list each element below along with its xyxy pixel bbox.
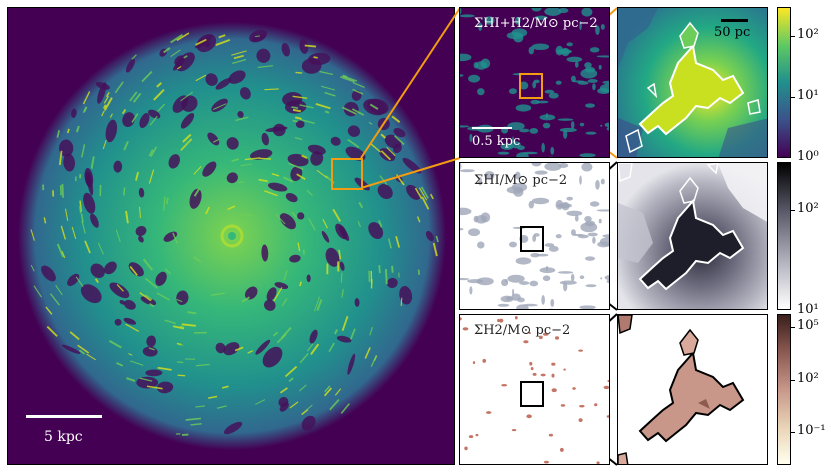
zoom-box-orange: [331, 158, 363, 190]
row3-overview-panel: ΣH2/M⊙ pc−2: [459, 314, 610, 465]
row2-title: ΣHI/M⊙ pc−2: [474, 173, 568, 188]
row2-colorbar: [777, 162, 791, 310]
row3-zoom-panel: [617, 314, 768, 465]
row3-colorbar: [777, 314, 791, 465]
galaxy-main-panel: 5 kpc: [7, 7, 455, 465]
row2-colorbar-tick-1: 10¹: [797, 302, 819, 317]
row3-title: ΣH2/M⊙ pc−2: [474, 323, 571, 338]
row1-title: ΣHI+H2/M⊙ pc−2: [474, 16, 598, 31]
row3-colorbar-tick-0: 10⁵: [797, 318, 819, 333]
main-scale-bar: [26, 415, 102, 418]
row3-contour-main: [638, 350, 745, 443]
galaxy-image: [18, 22, 446, 450]
row1-contour-small: [679, 21, 699, 49]
bubble-holes: [41, 29, 434, 435]
row3-zoom-box: [520, 381, 544, 407]
row1-zoom-box: [519, 73, 543, 99]
filaments: [30, 32, 439, 436]
row3-colorbar-tick-1: 10²: [797, 371, 819, 386]
row1-colorbar-tick-0: 10²: [797, 27, 819, 42]
row2-contour-main: [638, 198, 745, 291]
row2-colorbar-tick-0: 10²: [797, 201, 819, 216]
galaxy-center-ring: [220, 224, 244, 248]
row1-zoom-panel: 50 pc: [617, 7, 768, 158]
row2-zoom-box: [520, 226, 544, 252]
row2-zoom-panel: [617, 162, 768, 310]
row3-zoom-image: [618, 315, 745, 464]
galaxy-center: [228, 232, 236, 240]
row1-colorbar-tick-2: 10⁰: [797, 149, 819, 164]
row1-zoom-scale-label: 50 pc: [714, 25, 751, 40]
row1-scale-label: 0.5 kpc: [472, 134, 521, 149]
main-scale-label: 5 kpc: [44, 429, 83, 445]
row2-overview-panel: ΣHI/M⊙ pc−2: [459, 162, 610, 310]
row1-zoom-scale-bar: [721, 19, 748, 22]
row1-overview-image: [460, 8, 609, 157]
row2-overview-image: [460, 163, 609, 309]
row1-zoom-image: [618, 8, 767, 157]
row1-colorbar-tick-1: 10¹: [797, 88, 819, 103]
row1-colorbar: [777, 7, 791, 158]
row3-colorbar-tick-2: 10⁻¹: [797, 423, 826, 438]
row2-zoom-image: [618, 163, 767, 309]
row1-contour-main: [638, 43, 745, 136]
row3-overview-image: [460, 316, 609, 464]
row1-scale-bar: [472, 127, 512, 129]
row1-overview-panel: ΣHI+H2/M⊙ pc−2 0.5 kpc: [459, 7, 610, 158]
